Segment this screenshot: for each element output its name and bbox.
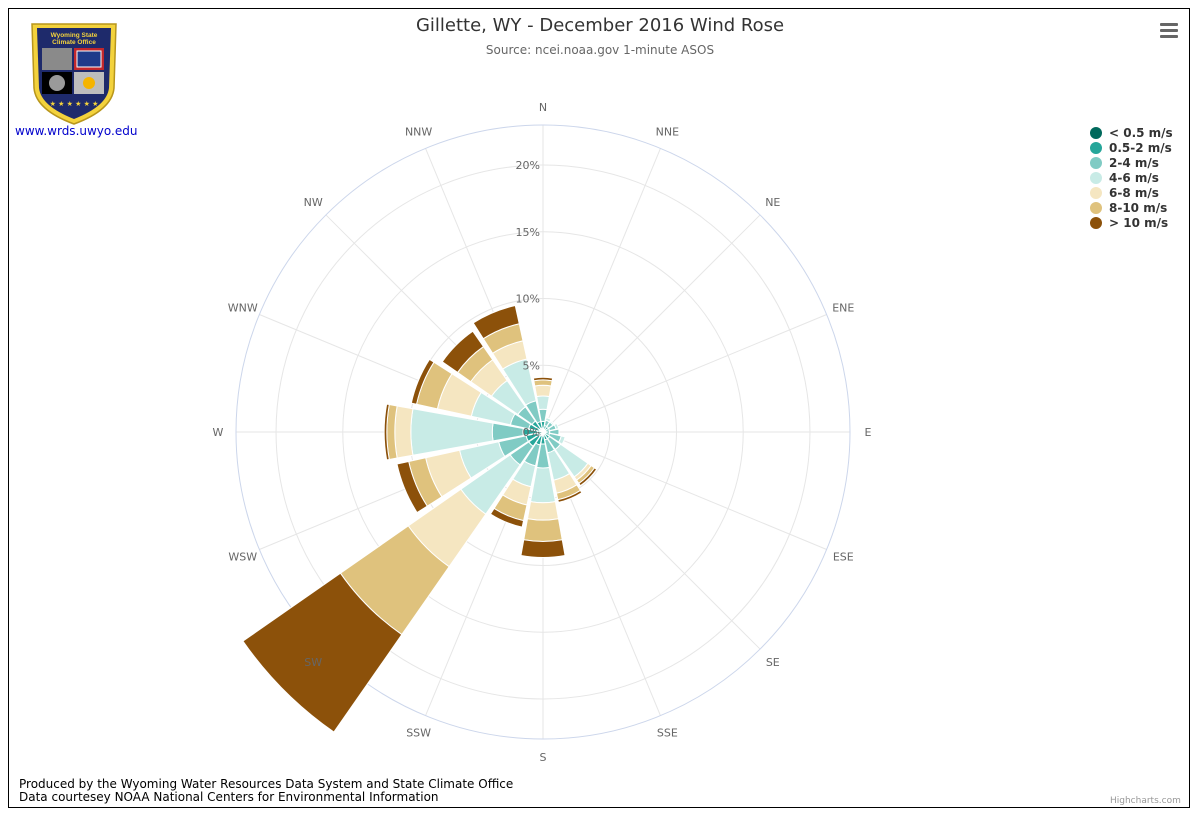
legend-swatch bbox=[1090, 171, 1102, 184]
wedge-wnw bbox=[410, 358, 435, 405]
wedge-ese bbox=[558, 435, 566, 445]
legend-item[interactable]: 2-4 m/s bbox=[1090, 155, 1173, 170]
legend-swatch bbox=[1090, 201, 1102, 214]
legend-label: > 10 m/s bbox=[1109, 215, 1169, 230]
direction-label: SSW bbox=[406, 726, 431, 739]
chart-subtitle: Source: ncei.noaa.gov 1-minute ASOS bbox=[485, 43, 715, 57]
radial-tick-label: 5% bbox=[523, 359, 540, 372]
direction-label: NW bbox=[304, 196, 323, 209]
grid-spoke bbox=[542, 431, 827, 550]
wedge-n bbox=[532, 376, 554, 382]
legend: < 0.5 m/s 0.5-2 m/s 2-4 m/s 4-6 m/s 6-8 m/s 8… bbox=[1090, 125, 1173, 230]
direction-label: W bbox=[213, 426, 224, 439]
legend-label: 2-4 m/s bbox=[1109, 155, 1159, 170]
direction-label: ENE bbox=[832, 302, 854, 315]
wedge-se bbox=[578, 467, 598, 487]
wedge-n bbox=[536, 395, 550, 411]
highcharts-credits[interactable]: Highcharts.com bbox=[1110, 796, 1181, 806]
wedge-w bbox=[383, 403, 390, 461]
legend-label: 0.5-2 m/s bbox=[1109, 140, 1172, 155]
legend-item[interactable]: < 0.5 m/s bbox=[1090, 125, 1173, 140]
svg-text:Wyoming State: Wyoming State bbox=[51, 32, 98, 39]
direction-label: S bbox=[540, 751, 547, 764]
wedge-nnw bbox=[472, 304, 520, 340]
wedge-sw bbox=[242, 572, 403, 733]
footer-line-1: Produced by the Wyoming Water Resources … bbox=[19, 777, 514, 791]
footer-notes: Produced by the Wyoming Water Resources … bbox=[19, 778, 513, 804]
wedge-ssw bbox=[489, 507, 525, 528]
wedge-nne bbox=[544, 417, 552, 423]
direction-label: NNW bbox=[405, 126, 432, 139]
footer-line-2: Data courtesey NOAA National Centers for… bbox=[19, 790, 439, 804]
legend-swatch bbox=[1090, 216, 1102, 229]
website-link[interactable]: www.wrds.uwyo.edu bbox=[15, 124, 138, 138]
legend-item[interactable]: 6-8 m/s bbox=[1090, 185, 1173, 200]
legend-item[interactable]: 0.5-2 m/s bbox=[1090, 140, 1173, 155]
outer-circle bbox=[235, 124, 851, 740]
grid-spoke bbox=[542, 148, 661, 433]
grid-spoke bbox=[542, 314, 827, 433]
climate-office-logo: Wyoming State Climate Office ★ ★ ★ ★ ★ ★ bbox=[28, 18, 120, 128]
chart-container bbox=[8, 8, 1190, 808]
menu-icon bbox=[1160, 23, 1178, 26]
radial-tick-label: 10% bbox=[516, 293, 540, 306]
direction-label: NNE bbox=[656, 126, 679, 139]
context-menu-button[interactable] bbox=[1158, 20, 1180, 40]
wedge-ne bbox=[549, 420, 555, 426]
direction-label: SE bbox=[766, 656, 780, 669]
grid-spoke bbox=[542, 214, 761, 433]
direction-label: ESE bbox=[833, 550, 854, 563]
direction-label: WSW bbox=[228, 550, 257, 563]
legend-label: < 0.5 m/s bbox=[1109, 125, 1173, 140]
wedge-wsw bbox=[396, 460, 428, 514]
direction-label: E bbox=[865, 426, 872, 439]
legend-label: 4-6 m/s bbox=[1109, 170, 1159, 185]
radial-tick-label: 20% bbox=[516, 159, 540, 172]
chart-title: Gillette, WY - December 2016 Wind Rose bbox=[415, 15, 785, 36]
direction-label: SW bbox=[304, 656, 322, 669]
wedge-ene bbox=[553, 422, 560, 430]
legend-swatch bbox=[1090, 156, 1102, 169]
legend-label: 8-10 m/s bbox=[1109, 200, 1168, 215]
legend-swatch bbox=[1090, 126, 1102, 139]
wedge-s bbox=[523, 518, 563, 542]
direction-label: N bbox=[539, 101, 547, 114]
wedge-s bbox=[526, 501, 560, 521]
wedge-w bbox=[394, 405, 414, 459]
wedge-n bbox=[533, 379, 553, 387]
radial-tick-label: 15% bbox=[516, 226, 540, 239]
direction-label: NE bbox=[765, 196, 780, 209]
svg-text:Climate Office: Climate Office bbox=[52, 39, 96, 46]
radial-tick-label: 0% bbox=[523, 426, 540, 439]
legend-item[interactable]: 8-10 m/s bbox=[1090, 200, 1173, 215]
legend-swatch bbox=[1090, 141, 1102, 154]
wedge-sse bbox=[557, 489, 583, 503]
legend-item[interactable]: 4-6 m/s bbox=[1090, 170, 1173, 185]
legend-swatch bbox=[1090, 186, 1102, 199]
legend-label: 6-8 m/s bbox=[1109, 185, 1159, 200]
wedge-e bbox=[548, 428, 560, 436]
legend-item[interactable]: > 10 m/s bbox=[1090, 215, 1173, 230]
direction-label: WNW bbox=[228, 302, 258, 315]
wedge-n bbox=[534, 384, 552, 398]
wedge-s bbox=[520, 539, 566, 558]
svg-text:★ ★ ★ ★ ★ ★: ★ ★ ★ ★ ★ ★ bbox=[50, 100, 99, 108]
direction-label: SSE bbox=[657, 726, 678, 739]
wedge-nw bbox=[441, 330, 485, 374]
